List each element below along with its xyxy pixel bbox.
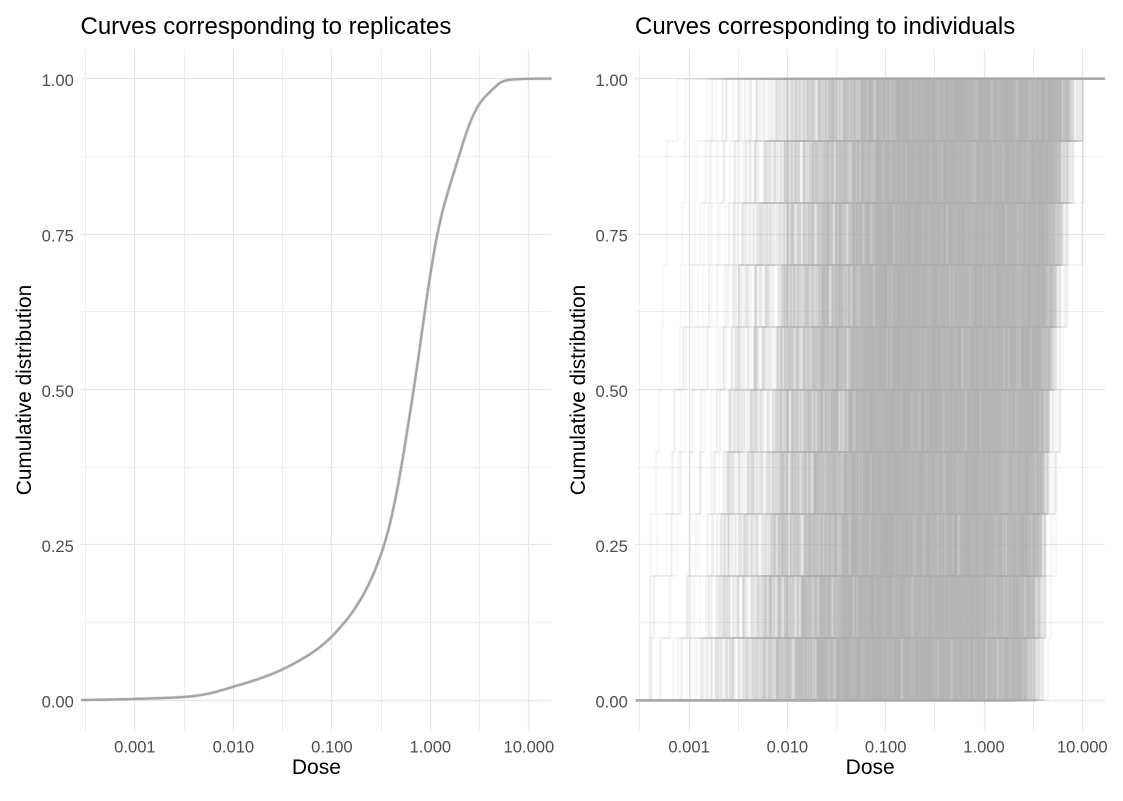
svg-text:0.50: 0.50 [596,382,628,401]
svg-text:0.001: 0.001 [668,738,710,757]
svg-text:1.000: 1.000 [963,738,1005,757]
svg-text:10.000: 10.000 [1057,738,1108,757]
svg-text:0.010: 0.010 [767,738,809,757]
svg-text:Dose: Dose [846,756,895,779]
svg-text:0.100: 0.100 [311,738,353,757]
svg-text:0.75: 0.75 [596,226,628,245]
svg-text:0.50: 0.50 [42,382,74,401]
svg-text:0.00: 0.00 [596,693,628,712]
svg-text:0.00: 0.00 [42,693,74,712]
svg-text:0.25: 0.25 [596,537,628,556]
svg-text:0.75: 0.75 [42,226,74,245]
svg-text:Cumulative distribution: Cumulative distribution [13,285,36,495]
svg-text:0.001: 0.001 [114,738,156,757]
svg-text:0.100: 0.100 [865,738,907,757]
svg-text:1.00: 1.00 [42,71,74,90]
svg-text:1.000: 1.000 [410,738,452,757]
svg-text:Curves corresponding to replic: Curves corresponding to replicates [81,13,452,40]
svg-text:Curves corresponding to indivi: Curves corresponding to individuals [635,13,1015,40]
svg-text:0.25: 0.25 [42,537,74,556]
svg-text:1.00: 1.00 [596,71,628,90]
svg-text:0.010: 0.010 [213,738,255,757]
svg-text:Cumulative distribution: Cumulative distribution [567,285,590,495]
svg-text:10.000: 10.000 [504,738,555,757]
svg-text:Dose: Dose [292,756,341,779]
